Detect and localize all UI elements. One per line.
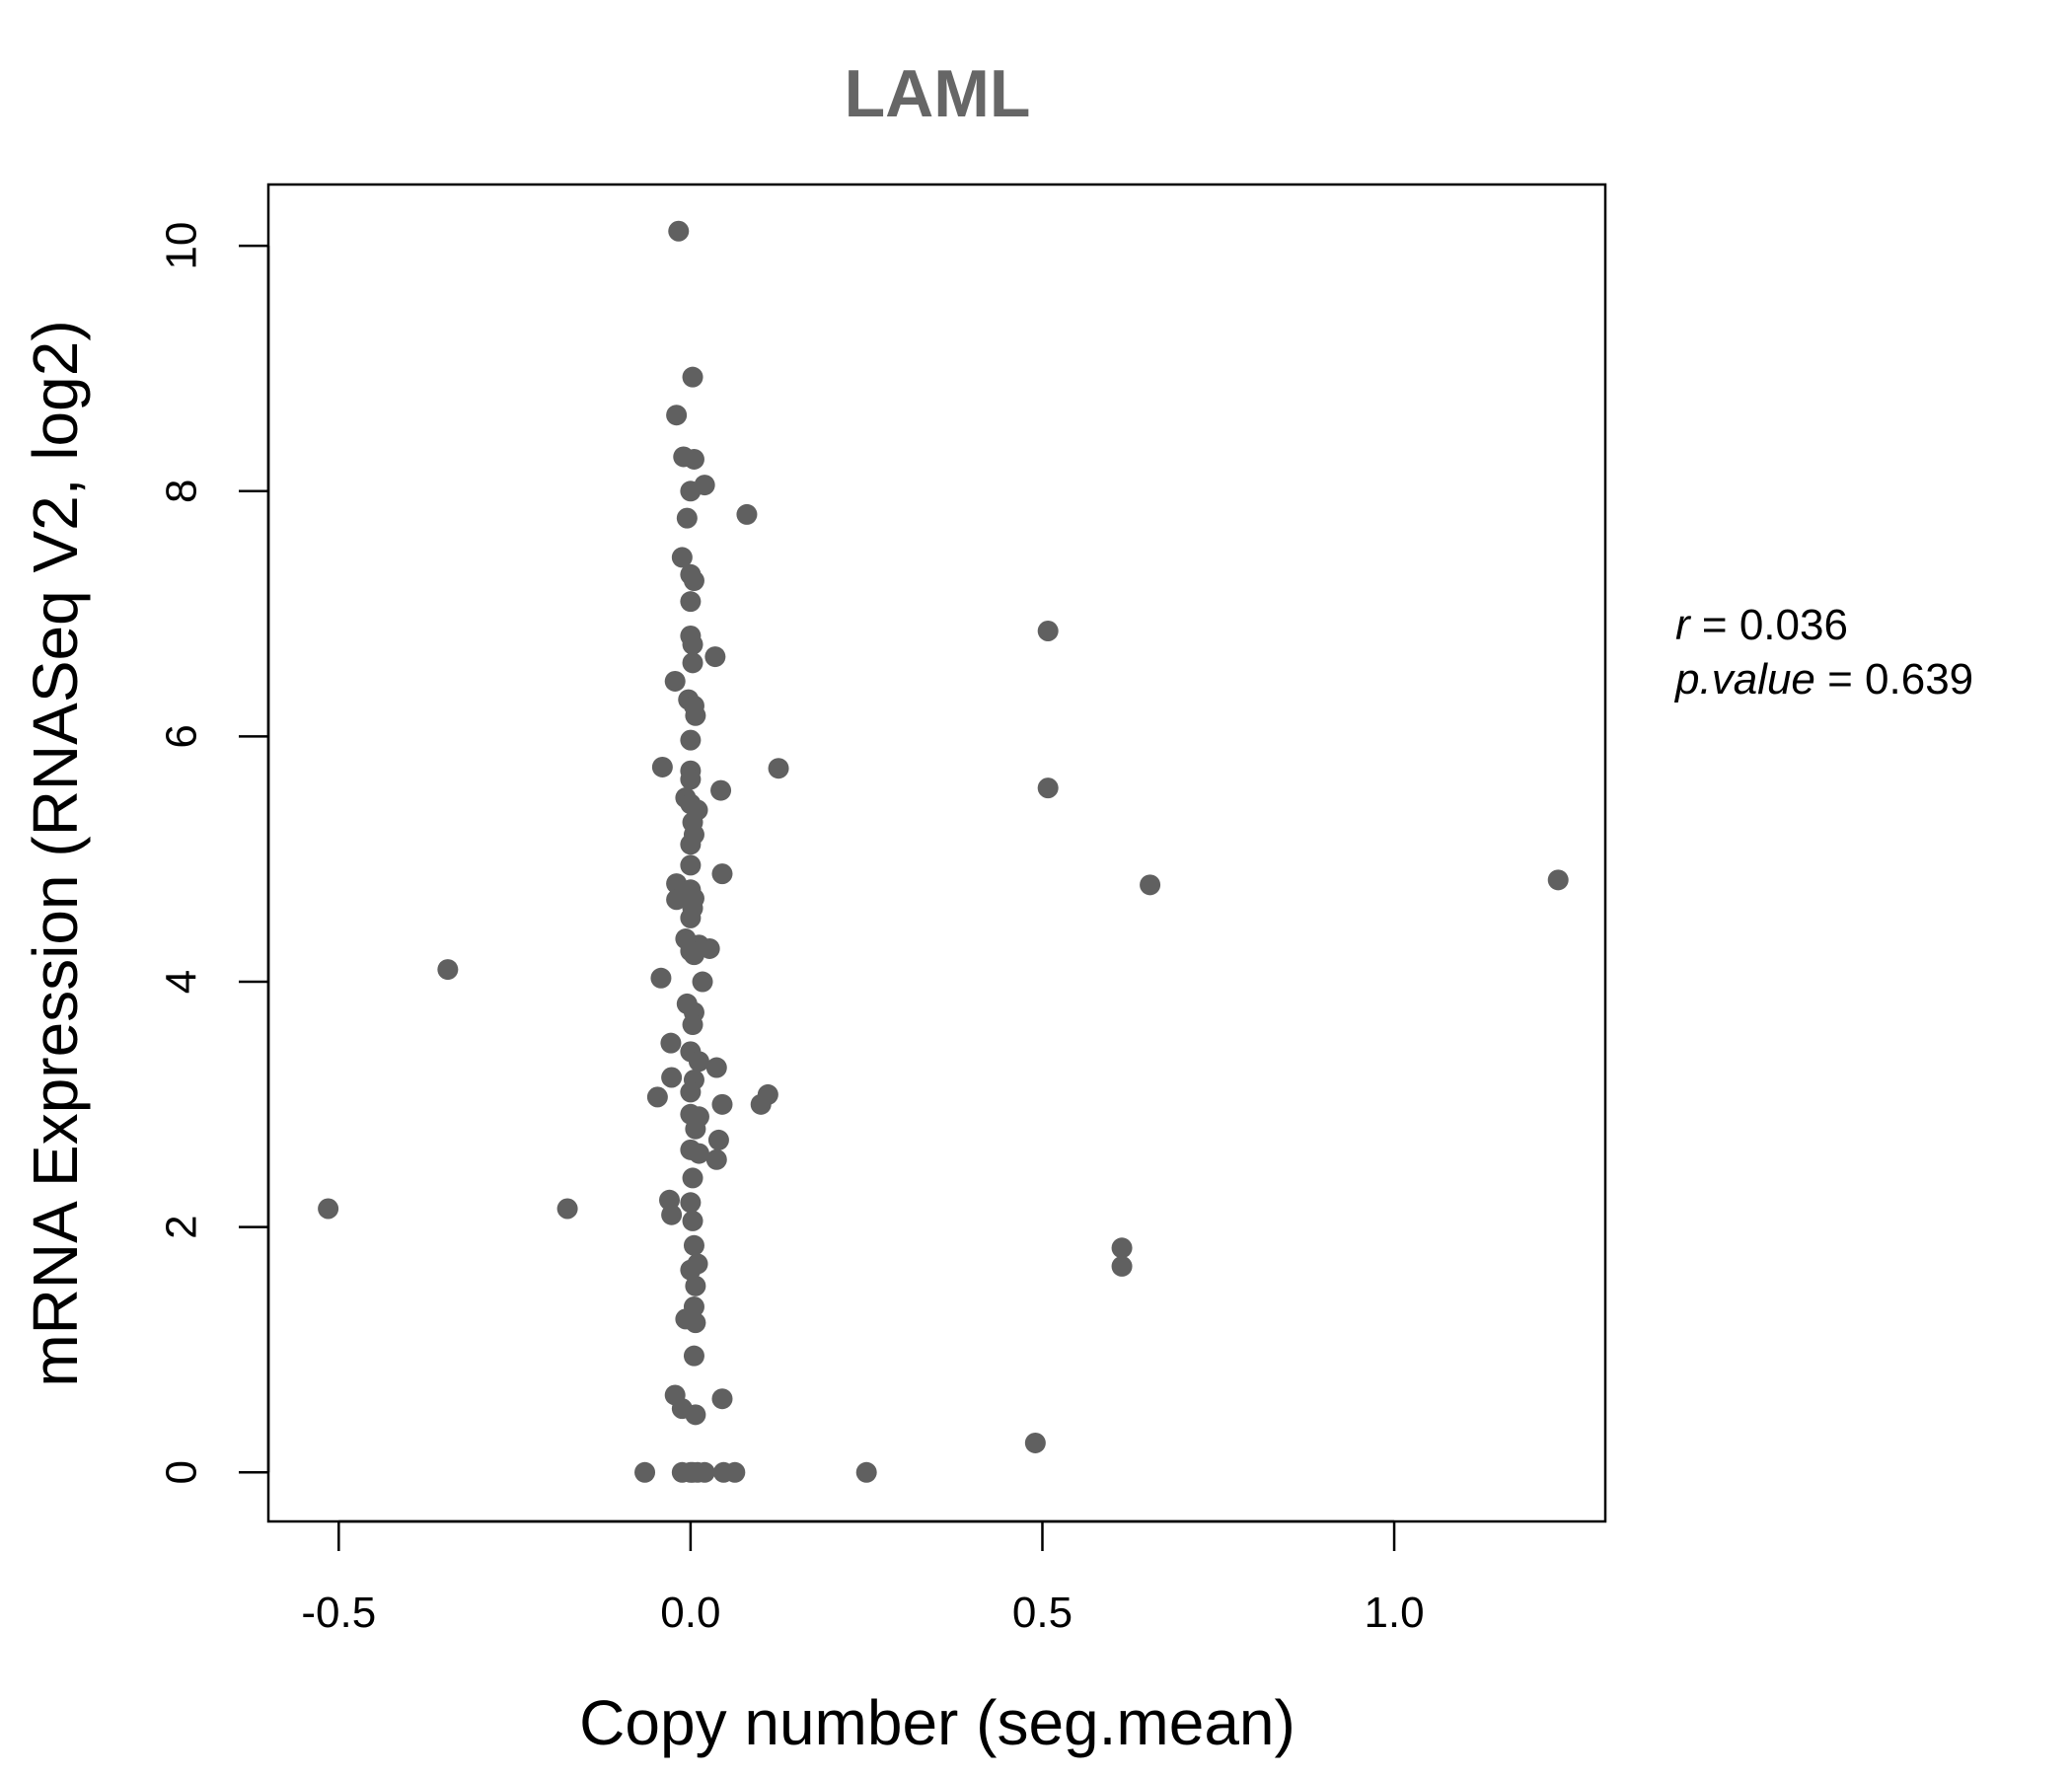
data-point [680, 1192, 702, 1214]
data-point [682, 633, 703, 655]
p-value-value: 0.639 [1865, 655, 1973, 703]
data-point [707, 1129, 729, 1150]
data-point [651, 756, 673, 777]
data-point [1037, 620, 1059, 641]
x-axis: -0.5 0.0 0.5 1.0 [301, 1519, 1425, 1637]
data-point [668, 220, 690, 242]
data-point [1024, 1432, 1046, 1453]
data-point [704, 646, 726, 668]
data-point [680, 1259, 702, 1281]
data-point [682, 1210, 703, 1231]
data-point [768, 758, 789, 779]
data-point [664, 670, 686, 692]
data-point [685, 704, 706, 726]
x-axis-label: Copy number (seg.mean) [579, 1687, 1295, 1758]
data-point [680, 481, 702, 502]
data-point [724, 1461, 746, 1483]
data-points [318, 220, 1569, 1483]
r-label: r [1675, 601, 1692, 649]
data-point [685, 1312, 706, 1334]
data-point [680, 854, 702, 876]
data-point [680, 1081, 702, 1103]
data-point [1111, 1255, 1133, 1277]
data-point [676, 507, 698, 529]
data-point [666, 405, 688, 426]
data-point [1111, 1237, 1133, 1259]
data-point [646, 1086, 668, 1108]
data-point [556, 1198, 578, 1220]
data-point [680, 834, 702, 855]
y-tick-label: 8 [158, 480, 206, 503]
data-point [650, 967, 672, 989]
y-tick-label: 4 [158, 970, 206, 994]
y-axis: 0 2 4 6 8 10 [158, 222, 270, 1485]
data-point [666, 889, 688, 911]
plot-frame [266, 183, 1607, 1523]
data-point [682, 652, 703, 674]
data-point [711, 863, 733, 885]
data-point [750, 1093, 772, 1115]
data-point [685, 1275, 706, 1296]
data-point [660, 1032, 682, 1054]
data-point [682, 1014, 703, 1036]
data-point [437, 959, 459, 981]
data-point [682, 1167, 703, 1189]
data-point [1547, 869, 1569, 891]
y-axis-label: mRNA Expression (RNASeq V2, log2) [20, 320, 91, 1386]
data-point [1140, 874, 1161, 896]
data-point [711, 1093, 733, 1115]
data-point [661, 1204, 683, 1225]
data-point [711, 1388, 733, 1410]
data-point [688, 1051, 709, 1073]
r-equals: = [1690, 601, 1739, 649]
data-point [318, 1198, 339, 1220]
data-point [680, 591, 702, 613]
data-point [680, 769, 702, 790]
y-tick-label: 10 [158, 222, 206, 270]
y-tick-label: 0 [158, 1460, 206, 1484]
p-value-equals: = [1815, 655, 1865, 703]
data-point [710, 779, 732, 801]
data-point [683, 1234, 704, 1256]
x-tick-label: -0.5 [301, 1589, 376, 1637]
data-point [683, 448, 704, 470]
p-value-statistic: p.value = 0.639 [1673, 655, 1973, 703]
data-point [634, 1461, 656, 1483]
y-tick-label: 6 [158, 724, 206, 748]
data-point [688, 1143, 709, 1164]
chart-title: LAML [845, 56, 1031, 131]
data-point [683, 1345, 704, 1367]
x-tick-label: 0.5 [1012, 1589, 1073, 1637]
x-tick-label: 0.0 [660, 1589, 720, 1637]
data-point [680, 940, 702, 962]
data-point [680, 907, 702, 928]
data-point [705, 1148, 727, 1170]
data-point [661, 1067, 683, 1088]
data-point [671, 547, 693, 568]
data-point [682, 366, 703, 388]
x-tick-label: 1.0 [1364, 1589, 1424, 1637]
data-point [1037, 777, 1059, 799]
data-point [736, 503, 758, 525]
data-point [705, 1057, 727, 1078]
data-point [683, 570, 704, 592]
data-point [692, 971, 713, 993]
r-statistic: r = 0.036 [1675, 601, 1848, 649]
data-point [855, 1461, 877, 1483]
data-point [694, 1461, 715, 1483]
p-value-label: p.value [1673, 655, 1815, 703]
r-value: 0.036 [1739, 601, 1848, 649]
data-point [680, 729, 702, 751]
data-point [685, 1404, 706, 1426]
data-point [685, 1118, 706, 1140]
y-tick-label: 2 [158, 1215, 206, 1238]
